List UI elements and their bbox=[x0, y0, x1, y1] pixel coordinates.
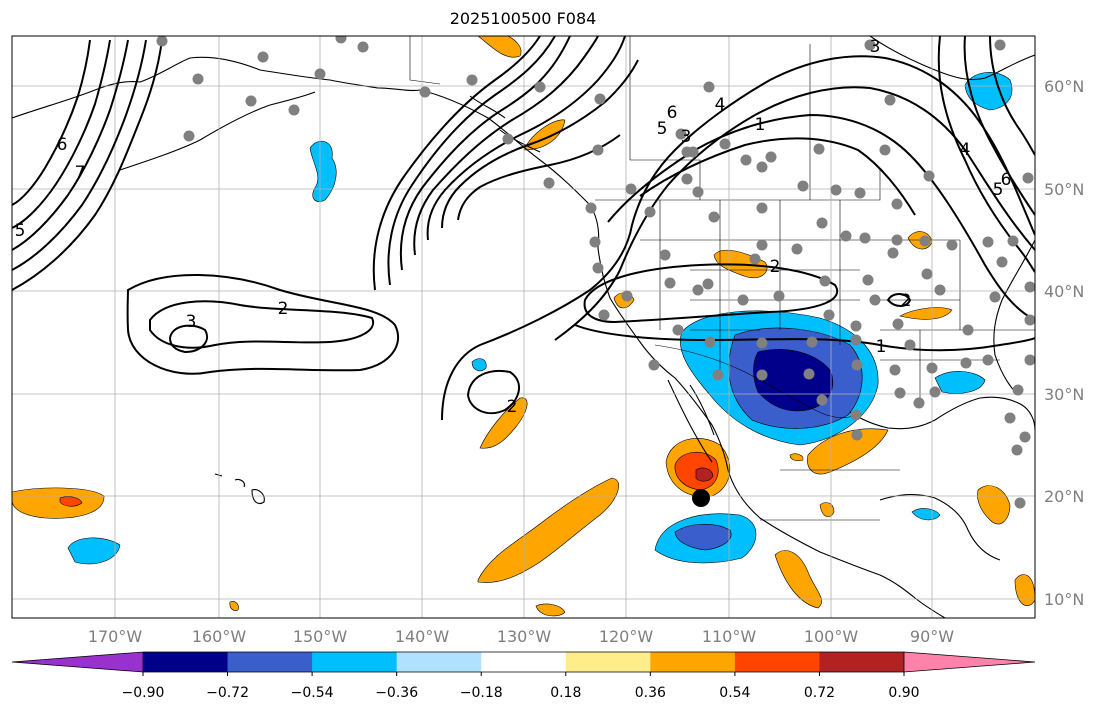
contour-label: 2 bbox=[901, 291, 912, 311]
contour-label: 3 bbox=[681, 127, 692, 147]
shaded-region-red-orange bbox=[59, 496, 83, 507]
contour-label: 4 bbox=[960, 140, 971, 160]
shaded-region-orange bbox=[477, 36, 522, 58]
colorbar-bin bbox=[565, 652, 651, 672]
coastline-layer bbox=[12, 36, 1035, 618]
shaded-region-light-blue bbox=[911, 508, 941, 521]
longitude-label: 90°W bbox=[910, 627, 954, 646]
shaded-field-layer bbox=[12, 36, 1035, 617]
longitude-label: 150°W bbox=[293, 627, 348, 646]
longitude-label: 140°W bbox=[395, 627, 450, 646]
coastline-gulf bbox=[849, 396, 1035, 431]
contour-label: 7 bbox=[75, 163, 86, 183]
colorbar-tick-label: 0.54 bbox=[719, 685, 750, 701]
contour-labels: 6 7 5 3 2 6 5 4 3 1 6 5 4 2 2 1 2 3 bbox=[15, 37, 1012, 417]
shaded-region-orange bbox=[819, 502, 835, 518]
longitude-label: 110°W bbox=[702, 627, 757, 646]
shaded-region-light-blue bbox=[471, 358, 487, 372]
contour-label: 4 bbox=[715, 95, 726, 115]
colorbar-bin bbox=[819, 652, 905, 672]
island-hawaii bbox=[214, 473, 265, 505]
contour-label: 1 bbox=[755, 115, 766, 135]
shaded-region-orange bbox=[535, 603, 566, 617]
map-frame bbox=[11, 35, 1036, 619]
shaded-region-light-blue bbox=[934, 371, 986, 394]
colorbar-tick-label: −0.54 bbox=[291, 685, 334, 701]
shaded-region-dark-red bbox=[695, 467, 714, 482]
colorbar-tick-label: 0.72 bbox=[804, 685, 835, 701]
shaded-region-orange bbox=[807, 428, 889, 475]
colorbar-bin bbox=[481, 652, 567, 672]
contour-label: 2 bbox=[507, 397, 518, 417]
colorbar-outline bbox=[11, 651, 1036, 673]
colorbar-tick-label: 0.18 bbox=[550, 685, 581, 701]
contour-label: 6 bbox=[57, 135, 68, 155]
longitude-label: 100°W bbox=[804, 627, 859, 646]
shaded-region-orange bbox=[774, 550, 822, 609]
storm-center-marker bbox=[692, 489, 710, 507]
shaded-region-orange bbox=[899, 307, 953, 320]
latitude-labels: 60°N 50°N 40°N 30°N 20°N 10°N bbox=[1044, 77, 1084, 609]
latitude-label: 40°N bbox=[1044, 282, 1084, 301]
colorbar-bin bbox=[227, 652, 313, 672]
coastline-east bbox=[993, 239, 1035, 396]
shaded-region-light-blue bbox=[67, 537, 121, 565]
contour-label: 6 bbox=[667, 103, 678, 123]
colorbar-tick-label: 0.90 bbox=[888, 685, 919, 701]
coastline-aleutians bbox=[119, 91, 316, 171]
latitude-label: 60°N bbox=[1044, 77, 1084, 96]
longitude-labels: 170°W 160°W 150°W 140°W 130°W 120°W 110°… bbox=[88, 627, 954, 646]
shaded-region-orange bbox=[12, 487, 105, 519]
colorbar-bin bbox=[143, 652, 229, 672]
contour-label: 5 bbox=[15, 221, 26, 241]
colorbar-tick-labels: −0.90 −0.72 −0.54 −0.36 −0.18 0.18 0.36 0.54 0.7… bbox=[122, 672, 920, 701]
colorbar-tick-label: −0.90 bbox=[122, 685, 165, 701]
colorbar-bins bbox=[12, 652, 1035, 672]
contour-line-layer bbox=[12, 36, 1035, 421]
colorbar-tick-label: −0.36 bbox=[375, 685, 418, 701]
shaded-region-orange bbox=[1014, 574, 1035, 606]
colorbar-bin bbox=[396, 652, 482, 672]
shaded-region-orange bbox=[977, 485, 1011, 525]
colorbar-bin bbox=[734, 652, 820, 672]
contour-label: 3 bbox=[186, 312, 197, 332]
contour-label: 2 bbox=[278, 299, 289, 319]
coastline-yucatan bbox=[879, 494, 1001, 561]
colorbar-tick-label: −0.18 bbox=[460, 685, 503, 701]
colorbar-extend-low bbox=[12, 652, 143, 672]
contour-label: 5 bbox=[657, 119, 668, 139]
coastline-baja bbox=[667, 379, 715, 463]
colorbar-extend-high bbox=[904, 652, 1035, 672]
shaded-region-orange bbox=[479, 397, 528, 449]
longitude-label: 170°W bbox=[88, 627, 143, 646]
shaded-region-orange bbox=[477, 477, 619, 583]
latitude-label: 50°N bbox=[1044, 180, 1084, 199]
longitude-label: 130°W bbox=[497, 627, 552, 646]
colorbar-tick-label: −0.72 bbox=[206, 685, 249, 701]
shaded-region-dark-blue bbox=[753, 349, 834, 412]
colorbar-tick-label: 0.36 bbox=[635, 685, 666, 701]
contour-label: 6 bbox=[1001, 170, 1012, 190]
latitude-label: 10°N bbox=[1044, 590, 1084, 609]
latitude-label: 30°N bbox=[1044, 385, 1084, 404]
shaded-region-medium-blue bbox=[674, 523, 732, 551]
contour-label: 1 bbox=[876, 337, 887, 357]
colorbar-bin bbox=[312, 652, 398, 672]
contour-label: 5 bbox=[993, 180, 1004, 200]
contour-label: 2 bbox=[770, 257, 781, 277]
station-dots bbox=[156, 36, 1035, 509]
latitude-label: 20°N bbox=[1044, 487, 1084, 506]
shaded-region-orange bbox=[789, 453, 804, 462]
contour-label: 3 bbox=[870, 37, 881, 57]
map-title: 2025100500 F084 bbox=[449, 9, 597, 28]
coastline-hudson bbox=[869, 36, 1035, 81]
shaded-region-orange bbox=[229, 601, 239, 611]
colorbar-bin bbox=[650, 652, 736, 672]
longitude-label: 120°W bbox=[599, 627, 654, 646]
coastline-alaska bbox=[12, 56, 421, 119]
longitude-label: 160°W bbox=[192, 627, 247, 646]
shaded-region-light-blue bbox=[309, 140, 337, 202]
colorbar: −0.90 −0.72 −0.54 −0.36 −0.18 0.18 0.36 0.54 0.7… bbox=[11, 651, 1036, 701]
